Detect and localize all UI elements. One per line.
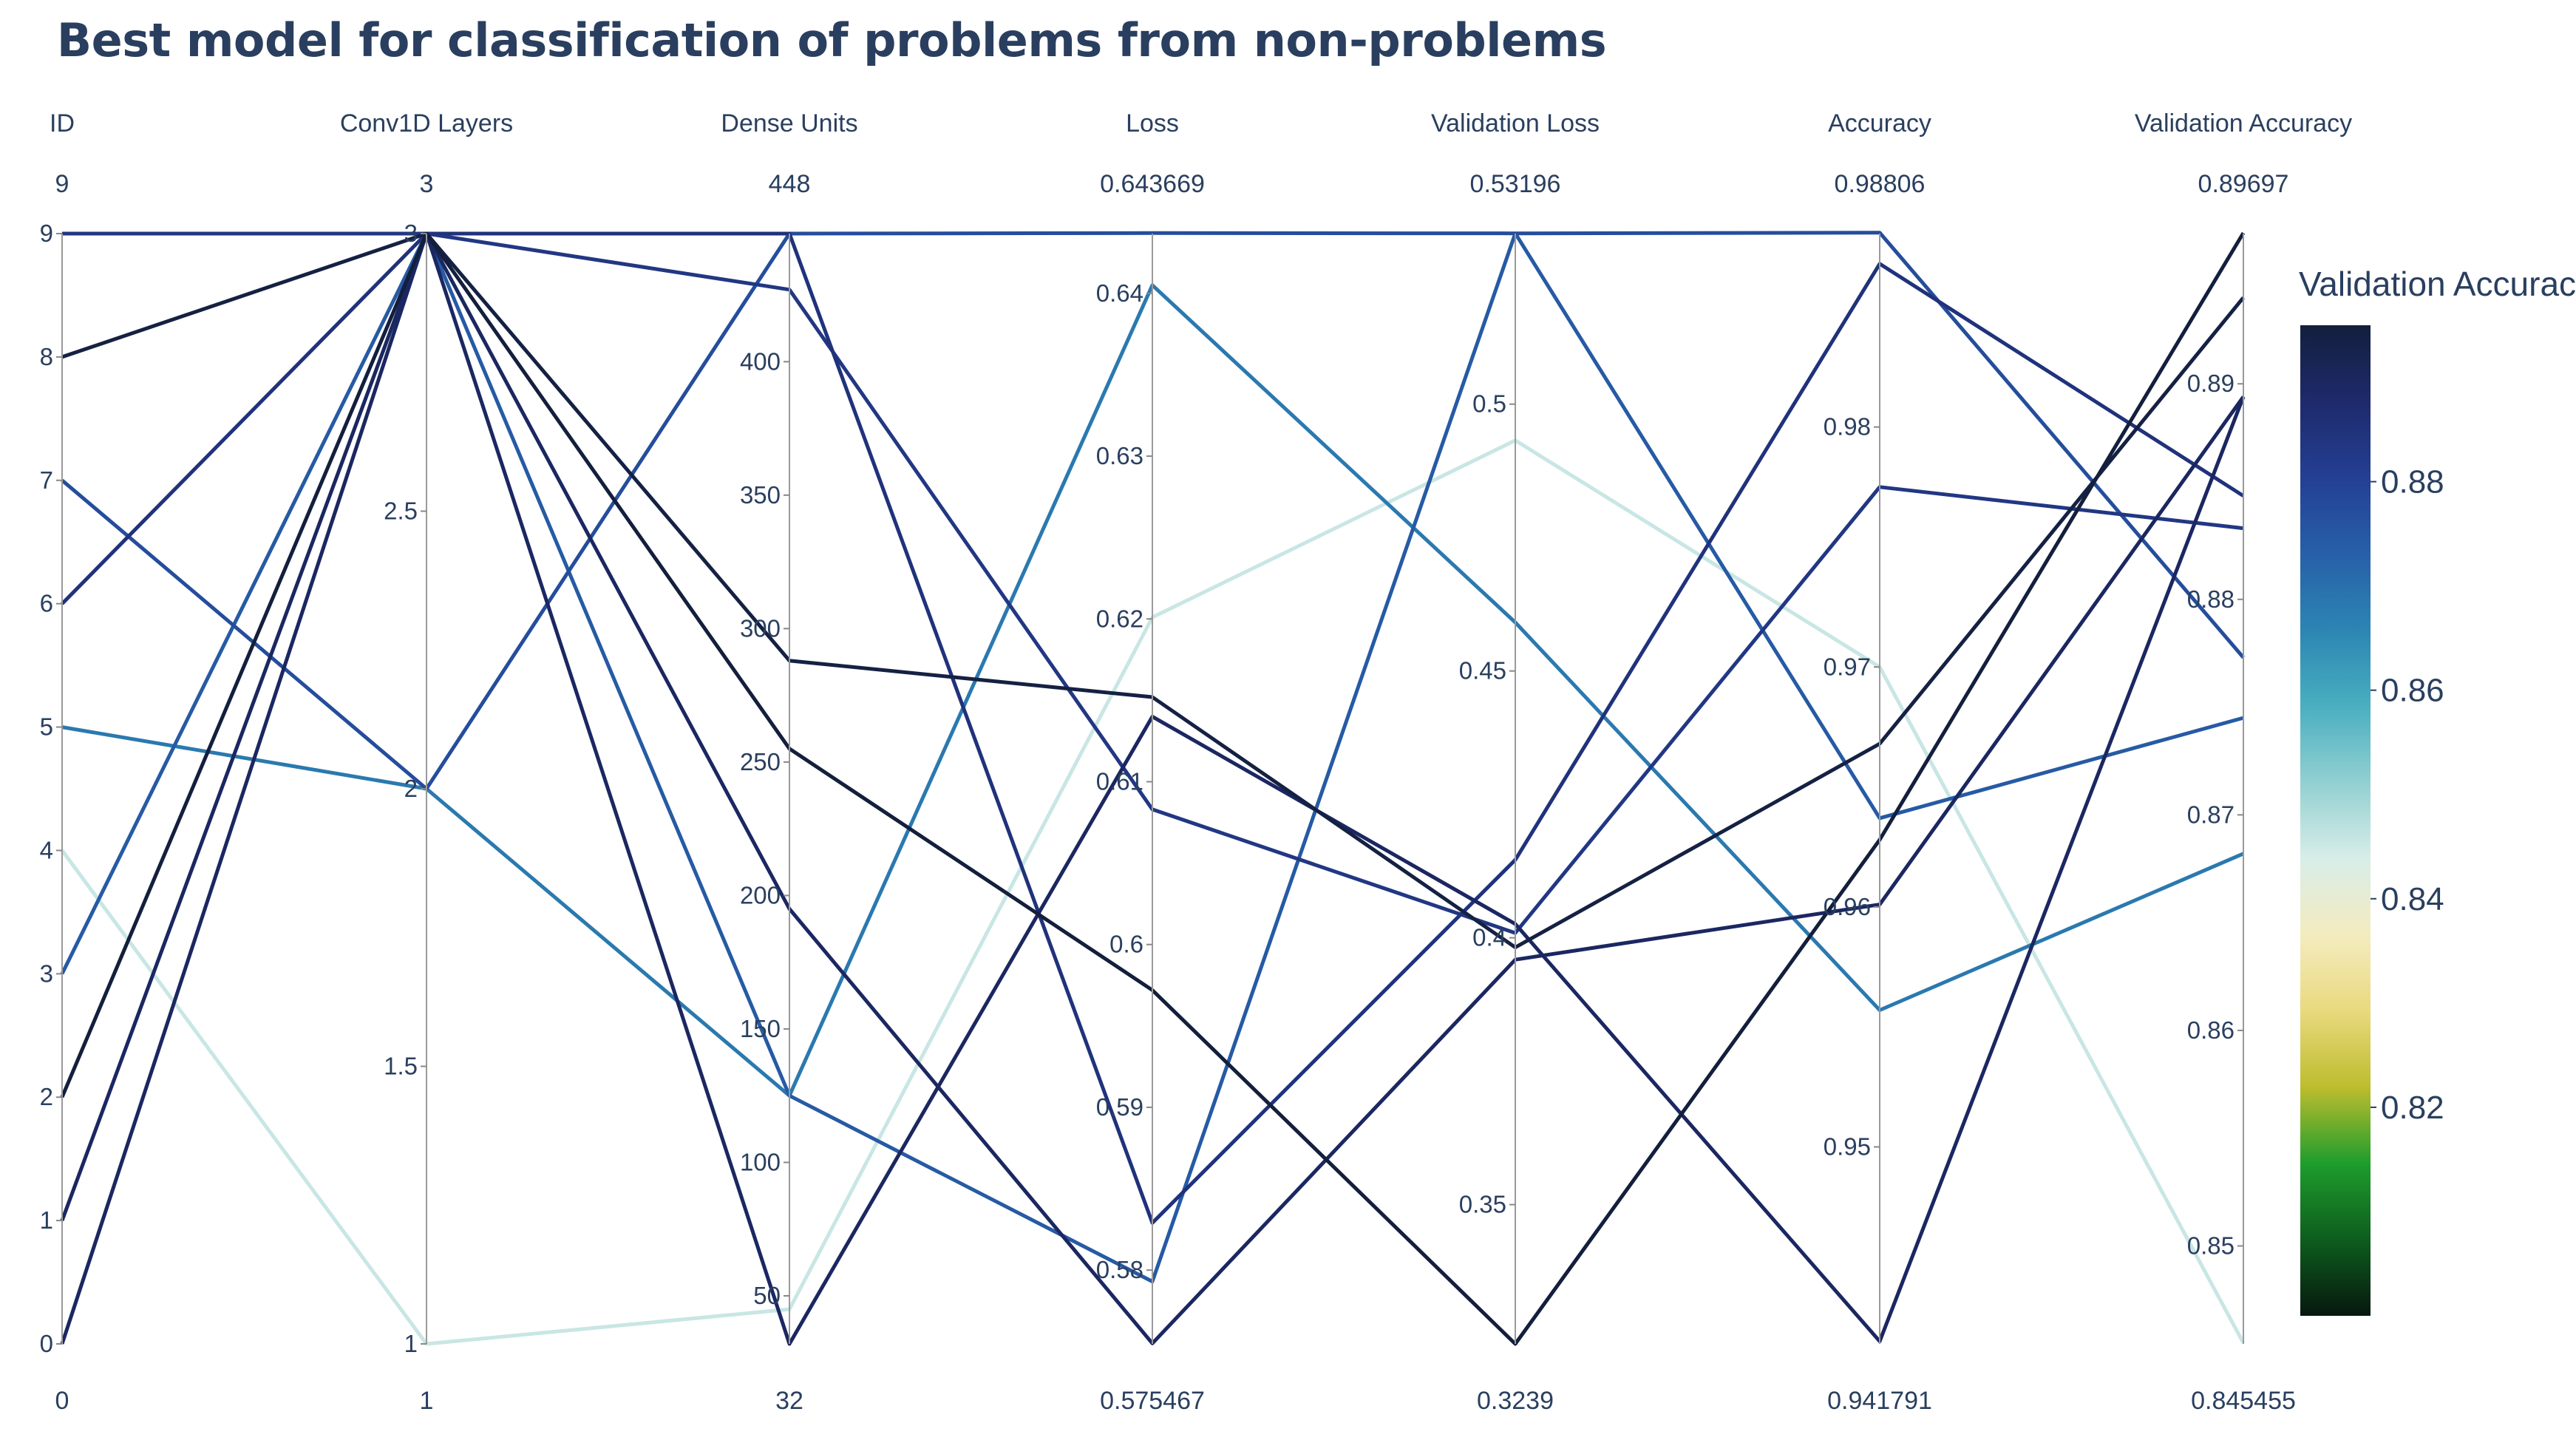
tick-label: 0.4 [1472,924,1506,951]
axis-dense-units[interactable]: Dense Units 448 32 50 100 150 200 250 300 350 400 [721,109,857,1415]
axis-title: Loss [1126,109,1179,137]
axis-min-label: 0.575467 [1100,1387,1205,1415]
tick-label: 0.58 [1096,1256,1143,1283]
tick-label: 0.86 [2187,1016,2235,1044]
tick-label: 0.87 [2187,801,2235,828]
tick-label: 400 [740,347,781,375]
axis-max-label: 0.98806 [1835,170,1926,198]
tick-label: 3 [40,960,53,987]
axis-min-label: 0.3239 [1477,1387,1554,1415]
tick-label: 6 [40,590,53,617]
tick-label: 150 [740,1015,781,1042]
axis-min-label: 0.845455 [2191,1387,2296,1415]
tick-label: 250 [740,748,781,775]
tick-label: 0.61 [1096,767,1143,795]
axis-loss[interactable]: Loss 0.643669 0.575467 0.58 0.59 0.6 0.61 0.62 0… [1096,109,1205,1415]
axis-validation-loss[interactable]: Validation Loss 0.53196 0.3239 0.35 0.4 0.45 0… [1431,109,1600,1415]
colorbar-gradient [2300,325,2371,1316]
chart-title: Best model for classification of problem… [56,13,1607,67]
tick-label: 0.5 [1472,390,1506,418]
tick-label: 0.62 [1096,605,1143,632]
tick-label: 2.5 [384,497,418,525]
axis-id[interactable]: ID 9 0 0 1 2 3 4 5 6 7 8 9 [40,109,75,1415]
axis-title: Accuracy [1828,109,1931,137]
axis-min-label: 0 [55,1387,69,1415]
tick-label: 0.59 [1096,1093,1143,1121]
axis-max-label: 448 [769,170,811,198]
tick-label: 5 [40,713,53,741]
tick-label: 1.5 [384,1053,418,1080]
tick-label: 0.64 [1096,279,1143,307]
tick-label: 0 [40,1330,53,1357]
axis-conv1d-layers[interactable]: Conv1D Layers 3 1 1 1.5 2 2.5 3 [340,109,513,1415]
axis-accuracy[interactable]: Accuracy 0.98806 0.941791 0.95 0.96 0.97 0.98 [1824,109,1932,1415]
tick-label: 1 [404,1330,418,1357]
tick-label: 100 [740,1148,781,1175]
axis-max-label: 0.53196 [1470,170,1561,198]
axis-max-label: 0.643669 [1100,170,1205,198]
tick-label: 0.45 [1459,657,1506,685]
axis-min-label: 32 [775,1387,803,1415]
axis-max-label: 3 [420,170,434,198]
axis-title: Validation Loss [1431,109,1600,137]
tick-label: 0.88 [2187,585,2235,613]
colorbar: Validation Accuracy 0.82 0.84 0.86 0.88 [2299,265,2576,1316]
tick-label: 9 [40,220,53,247]
axis-title: Validation Accuracy [2135,109,2352,137]
tick-label: 4 [40,836,53,863]
colorbar-tick-label: 0.88 [2381,464,2444,500]
tick-label: 0.98 [1824,413,1871,441]
tick-label: 8 [40,343,53,370]
tick-label: 0.89 [2187,370,2235,397]
axis-title: ID [50,109,75,137]
tick-label: 7 [40,466,53,494]
axis-title: Conv1D Layers [340,109,513,137]
tick-label: 0.97 [1824,653,1871,680]
tick-label: 0.85 [2187,1232,2235,1259]
tick-label: 0.96 [1824,893,1871,920]
axis-max-label: 9 [55,170,69,198]
tick-label: 2 [404,775,418,802]
axis-validation-accuracy[interactable]: Validation Accuracy 0.89697 0.845455 0.85 0.… [2135,109,2352,1415]
colorbar-title: Validation Accuracy [2299,265,2576,303]
axis-min-label: 1 [420,1387,434,1415]
axis-min-label: 0.941791 [1827,1387,1932,1415]
tick-label: 2 [40,1083,53,1110]
axes-layer: ID 9 0 0 1 2 3 4 5 6 7 8 9 Conv1D Layers 3 1 1 1.5 2 2.5 3 De… [40,109,2352,1415]
tick-label: 3 [404,220,418,247]
tick-label: 300 [740,614,781,642]
tick-label: 0.95 [1824,1133,1871,1161]
tick-label: 0.63 [1096,442,1143,469]
axis-title: Dense Units [721,109,857,137]
colorbar-tick-label: 0.84 [2381,881,2444,917]
tick-label: 0.6 [1109,931,1143,958]
tick-label: 0.35 [1459,1191,1506,1218]
tick-label: 1 [40,1206,53,1234]
tick-label: 200 [740,881,781,909]
colorbar-tick-label: 0.86 [2381,673,2444,709]
colorbar-tick-label: 0.82 [2381,1090,2444,1126]
axis-max-label: 0.89697 [2198,170,2289,198]
tick-label: 350 [740,481,781,509]
tick-label: 50 [753,1282,781,1309]
